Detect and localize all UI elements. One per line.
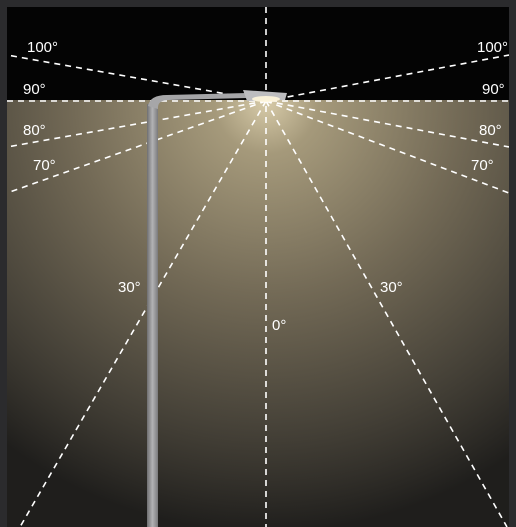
label-right-80: 80° bbox=[479, 122, 502, 139]
angle-line-right-80 bbox=[265, 100, 509, 148]
angle-lines bbox=[7, 7, 509, 527]
label-right-30: 30° bbox=[380, 279, 403, 296]
label-left-30: 30° bbox=[118, 279, 141, 296]
label-center-0: 0° bbox=[272, 317, 286, 334]
label-left-80: 80° bbox=[23, 122, 46, 139]
label-left-100: 100° bbox=[27, 39, 58, 56]
diagram-canvas: 100° 90° 80° 70° 30° 100° 90° 80° 70° 30… bbox=[7, 7, 509, 527]
angle-line-left-70 bbox=[7, 100, 267, 194]
label-right-90: 90° bbox=[482, 81, 505, 98]
angle-line-left-30 bbox=[19, 100, 267, 527]
angle-line-right-100 bbox=[265, 54, 509, 102]
label-right-70: 70° bbox=[471, 157, 494, 174]
street-light-pole bbox=[147, 90, 287, 527]
angle-line-right-30 bbox=[265, 100, 508, 527]
label-left-70: 70° bbox=[33, 157, 56, 174]
light-zone bbox=[7, 100, 509, 527]
label-right-100: 100° bbox=[477, 39, 508, 56]
label-left-90: 90° bbox=[23, 81, 46, 98]
light-distribution-diagram: 100° 90° 80° 70° 30° 100° 90° 80° 70° 30… bbox=[7, 7, 509, 527]
